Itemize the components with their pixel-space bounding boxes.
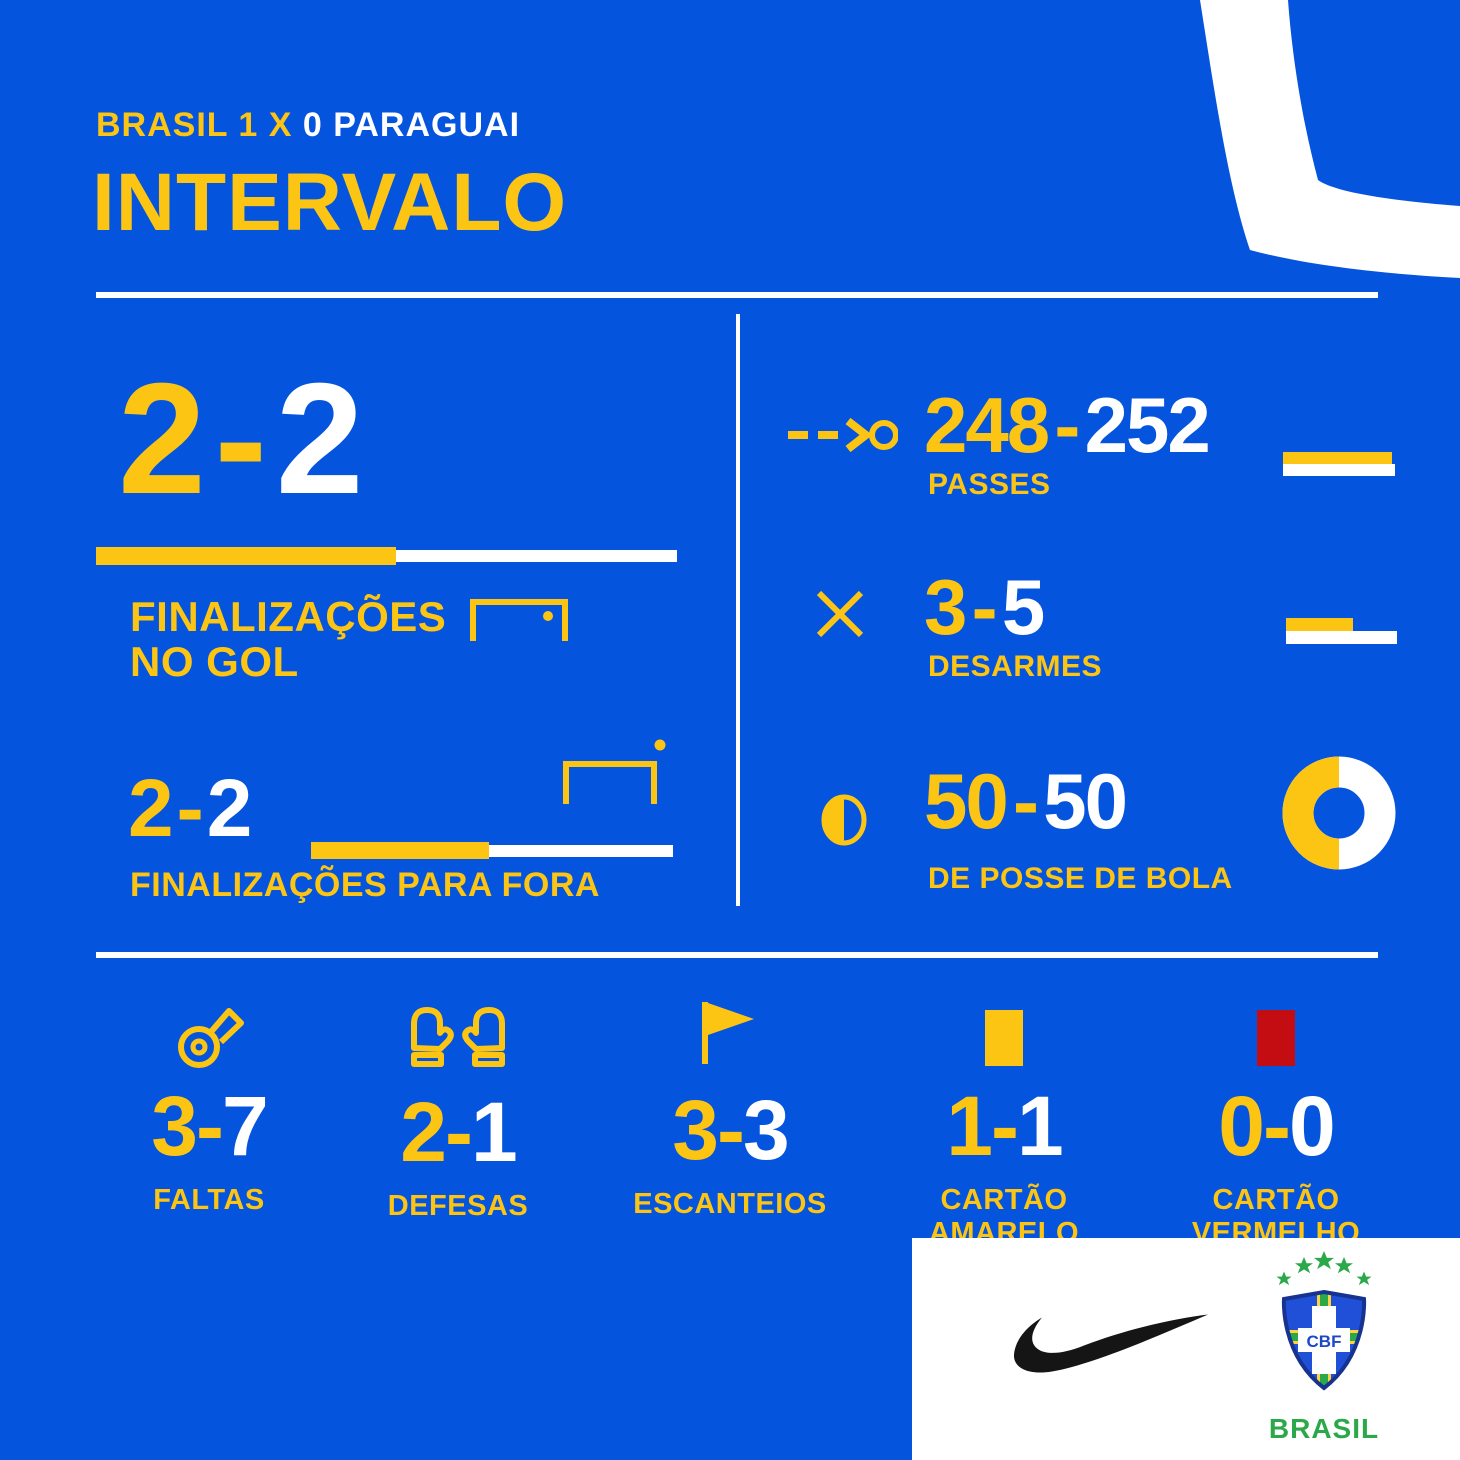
tackle-x-icon (816, 590, 864, 638)
tackles-label: DESARMES (928, 650, 1103, 683)
divider-vertical (736, 314, 740, 906)
possession-label: DE POSSE DE BOLA (928, 862, 1233, 895)
shots-off-bar-away (489, 845, 673, 857)
corners-away-value: 3 (742, 1083, 790, 1177)
yellow-cards-away-value: 1 (1016, 1079, 1064, 1173)
shots-off-away-value: 2 (206, 763, 253, 854)
cbf-stars (1276, 1251, 1372, 1286)
cbf-text: CBF (1307, 1332, 1342, 1351)
tackles-home-value: 3 (924, 563, 967, 651)
nike-logo (1013, 1314, 1208, 1373)
dash: - (1013, 757, 1039, 845)
corners-score: 3-3 (610, 1088, 850, 1172)
fouls-home-value: 3 (151, 1079, 198, 1173)
match-scoreline: BRASIL 1 X 0 PARAGUAI (96, 106, 520, 145)
corners-home-value: 3 (672, 1083, 719, 1177)
shots-off-label: FINALIZAÇÕES PARA FORA (130, 866, 600, 904)
shots-on-bar-home (96, 547, 396, 565)
shots-on-home-value: 2 (118, 351, 206, 527)
fouls-score: 3-7 (89, 1084, 329, 1168)
shots-on-away-value: 2 (275, 351, 364, 527)
dash: - (971, 563, 998, 651)
cbf-shield: CBF (1281, 1289, 1367, 1391)
dash: - (196, 1079, 224, 1173)
passes-home-value: 248 (924, 381, 1050, 469)
dash: - (991, 1079, 1019, 1173)
possession-icon (821, 794, 867, 846)
dash: - (214, 351, 268, 527)
dash: - (176, 763, 204, 854)
saves-score: 2-1 (338, 1090, 578, 1174)
fouls-away-value: 7 (221, 1079, 269, 1173)
passes-bar-away (1283, 464, 1395, 476)
corner-flag-icon (702, 1002, 754, 1064)
cbf-crest-logo: CBF BRASIL (1269, 1251, 1379, 1444)
dash: - (717, 1083, 745, 1177)
possession-away-value: 50 (1043, 757, 1128, 845)
pass-arrow-icon (788, 417, 898, 453)
possession-score: 50-50 (924, 762, 1128, 840)
red-cards-away-value: 0 (1288, 1079, 1336, 1173)
stat-yellow-cards: 1-1 CARTÃO AMARELO (884, 998, 1124, 1250)
yellow-cards-home-value: 1 (946, 1079, 993, 1173)
goal-off-target-icon (563, 739, 666, 804)
red-cards-home-value: 0 (1218, 1079, 1265, 1173)
passes-score: 248-252 (924, 386, 1211, 464)
shots-on-goal-label: FINALIZAÇÕES NO GOL (130, 593, 447, 685)
shots-off-bar-home (311, 842, 489, 859)
yellow-card-icon (985, 1010, 1023, 1066)
passes-away-value: 252 (1084, 381, 1211, 469)
yellow-cards-score: 1-1 (884, 1084, 1124, 1168)
stat-red-cards: 0-0 CARTÃO VERMELHO (1156, 998, 1396, 1250)
saves-home-value: 2 (400, 1085, 447, 1179)
stat-fouls: 3-7 FALTAS (89, 998, 329, 1217)
red-card-icon (1257, 1010, 1295, 1066)
saves-label: DEFESAS (387, 1190, 529, 1222)
red-cards-score: 0-0 (1156, 1084, 1396, 1168)
dash: - (1054, 381, 1080, 469)
tackles-bar-home (1286, 618, 1353, 631)
scoreline-away: 0 PARAGUAI (292, 106, 521, 144)
fouls-label: FALTAS (153, 1184, 265, 1216)
dash: - (445, 1085, 473, 1179)
stat-corners: 3-3 ESCANTEIOS (610, 998, 850, 1221)
divider-top (96, 292, 1378, 298)
goal-on-target-icon (470, 599, 568, 641)
possession-donut-chart (1282, 756, 1396, 870)
scoreline-home: BRASIL 1 X (96, 106, 293, 144)
dash: - (1263, 1079, 1291, 1173)
divider-bottom (96, 952, 1378, 958)
page-title: INTERVALO (92, 157, 568, 248)
passes-bar-home (1283, 452, 1392, 464)
corners-label: ESCANTEIOS (633, 1188, 827, 1220)
whistle-icon (178, 1008, 244, 1068)
shots-on-goal-score: 2-2 (118, 360, 364, 518)
stat-saves: 2-1 DEFESAS (338, 998, 578, 1223)
gloves-icon (411, 1007, 505, 1067)
possession-home-value: 50 (924, 757, 1009, 845)
sponsor-box: CBF BRASIL (912, 1238, 1460, 1460)
passes-label: PASSES (928, 468, 1051, 501)
tackles-away-value: 5 (1001, 563, 1045, 651)
tackles-bar-away (1286, 631, 1397, 644)
tackles-score: 3-5 (924, 568, 1045, 646)
brasil-text: BRASIL (1269, 1413, 1379, 1444)
shots-off-score: 2-2 (128, 768, 252, 850)
shots-on-bar-away (396, 550, 677, 562)
shots-off-home-value: 2 (128, 763, 174, 854)
corner-ribbon-graphic (1200, 0, 1460, 278)
saves-away-value: 1 (470, 1085, 518, 1179)
